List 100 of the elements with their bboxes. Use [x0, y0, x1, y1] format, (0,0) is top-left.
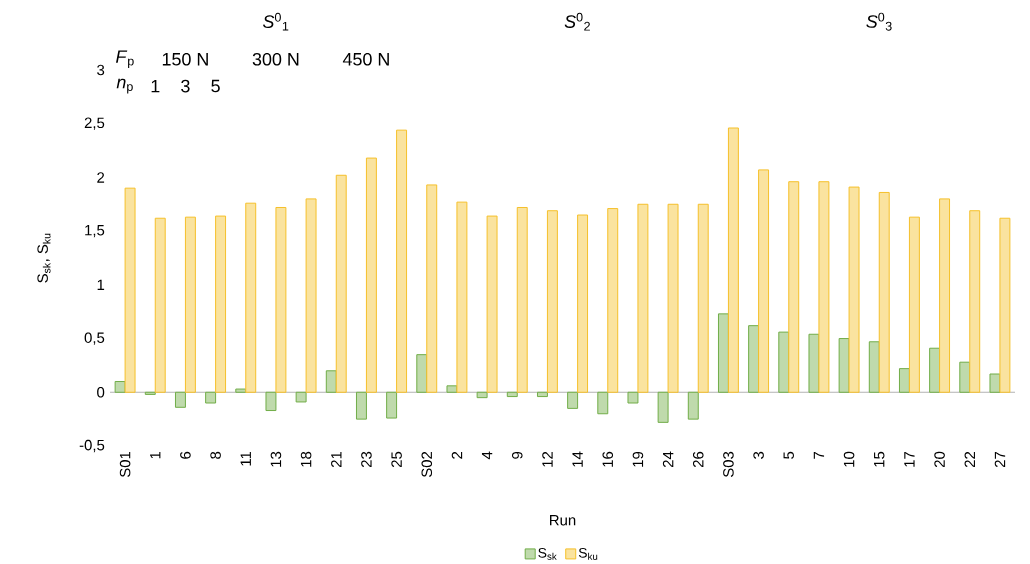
bar — [295, 391, 307, 403]
bar — [597, 391, 609, 415]
bar — [365, 157, 377, 393]
bar — [245, 202, 257, 393]
annotation: 5 — [211, 79, 220, 93]
x-tick-label: 17 — [904, 451, 915, 467]
annotation: 3 — [181, 79, 190, 93]
x-tick-label: 24 — [662, 451, 674, 468]
bar — [325, 370, 337, 393]
bar — [788, 181, 800, 393]
bar — [124, 187, 136, 393]
bar — [778, 331, 790, 393]
bar — [476, 391, 488, 399]
bar — [486, 215, 498, 393]
bar — [627, 391, 639, 404]
bar — [275, 207, 287, 393]
x-tick-label: 26 — [692, 451, 704, 468]
bar — [355, 391, 367, 420]
bar — [205, 391, 217, 404]
bar — [144, 391, 156, 395]
legend-label: S$_{sk}$ — [538, 547, 557, 560]
x-tick-label: S03 — [723, 451, 734, 478]
bar — [808, 333, 820, 393]
text: 450 N — [342, 52, 389, 66]
y-tick-label: 0,5 — [84, 332, 105, 345]
bar — [184, 216, 196, 393]
y-tick-label: 2 — [97, 172, 105, 183]
bar — [667, 203, 679, 393]
x-tick-label: 18 — [300, 451, 312, 467]
x-axis-title: Run — [550, 515, 576, 526]
bar — [396, 129, 408, 393]
bar — [717, 313, 729, 393]
y-tick-label: 2,5 — [84, 117, 105, 130]
bar — [456, 201, 468, 393]
x-tick-label: 15 — [874, 451, 885, 467]
x-tick-label: S02 — [421, 451, 433, 478]
bar — [546, 210, 558, 393]
bar — [959, 361, 971, 393]
bar — [416, 354, 428, 393]
y-tick-label: 1 — [97, 279, 105, 291]
bar — [215, 215, 227, 393]
x-tick-label: 10 — [843, 451, 855, 467]
bar — [999, 217, 1011, 393]
x-tick-label: 13 — [270, 451, 282, 467]
x-tick-label: 16 — [602, 451, 614, 467]
x-tick-label: 22 — [964, 451, 975, 468]
x-tick-label: 6 — [180, 451, 191, 459]
bar — [426, 184, 438, 393]
bar — [536, 391, 548, 398]
bar — [386, 391, 398, 419]
bar — [446, 385, 458, 393]
x-tick-label: 23 — [361, 451, 372, 468]
legend-label: S$_{ku}$ — [578, 547, 598, 560]
bar — [848, 186, 860, 393]
text: F$_{p}$ — [116, 50, 134, 69]
text: 300 N — [252, 52, 299, 66]
x-tick-label: 11 — [240, 451, 251, 466]
bar — [577, 214, 589, 393]
y-axis-title: S$_{sk}$, S$_{ku}$ — [37, 233, 51, 283]
text: S$^{0}$2 — [564, 12, 590, 31]
x-tick-label: 27 — [994, 451, 1006, 468]
bar — [265, 391, 277, 412]
bar — [506, 391, 518, 398]
x-tick-label: 5 — [783, 451, 794, 459]
bar — [687, 391, 699, 420]
y-tick-label: 3 — [97, 64, 105, 76]
text: S$^{0}$3 — [866, 12, 892, 31]
x-tick-label: 21 — [331, 451, 342, 468]
bar — [878, 192, 890, 393]
bar — [607, 208, 619, 393]
bar — [335, 174, 347, 393]
bar — [908, 216, 920, 393]
x-tick-label: 12 — [542, 451, 553, 467]
x-tick-label: 20 — [934, 451, 945, 468]
bar — [818, 181, 830, 393]
bar — [567, 391, 579, 409]
annotation: n$_{p}$ — [116, 78, 133, 94]
text: 150 N — [162, 52, 208, 66]
annotation: 1 — [151, 79, 160, 93]
bar — [748, 325, 760, 393]
bar — [939, 198, 951, 393]
bar — [657, 391, 669, 423]
x-tick-label: 3 — [753, 451, 764, 459]
bar — [838, 338, 850, 393]
bar — [929, 347, 941, 393]
x-tick-label: 4 — [481, 451, 493, 460]
x-tick-label: 9 — [511, 451, 523, 459]
x-tick-label: S01 — [119, 451, 131, 478]
bar — [305, 198, 317, 393]
x-tick-label: 19 — [632, 451, 644, 467]
bar — [174, 391, 186, 408]
x-tick-label: 14 — [572, 451, 583, 467]
bar — [868, 341, 880, 393]
bar — [898, 368, 910, 393]
y-tick-label: 0 — [97, 387, 105, 398]
bar — [758, 169, 770, 393]
bar — [697, 203, 709, 393]
x-tick-label: 8 — [210, 451, 221, 459]
bar — [114, 381, 126, 393]
bar — [727, 127, 739, 393]
